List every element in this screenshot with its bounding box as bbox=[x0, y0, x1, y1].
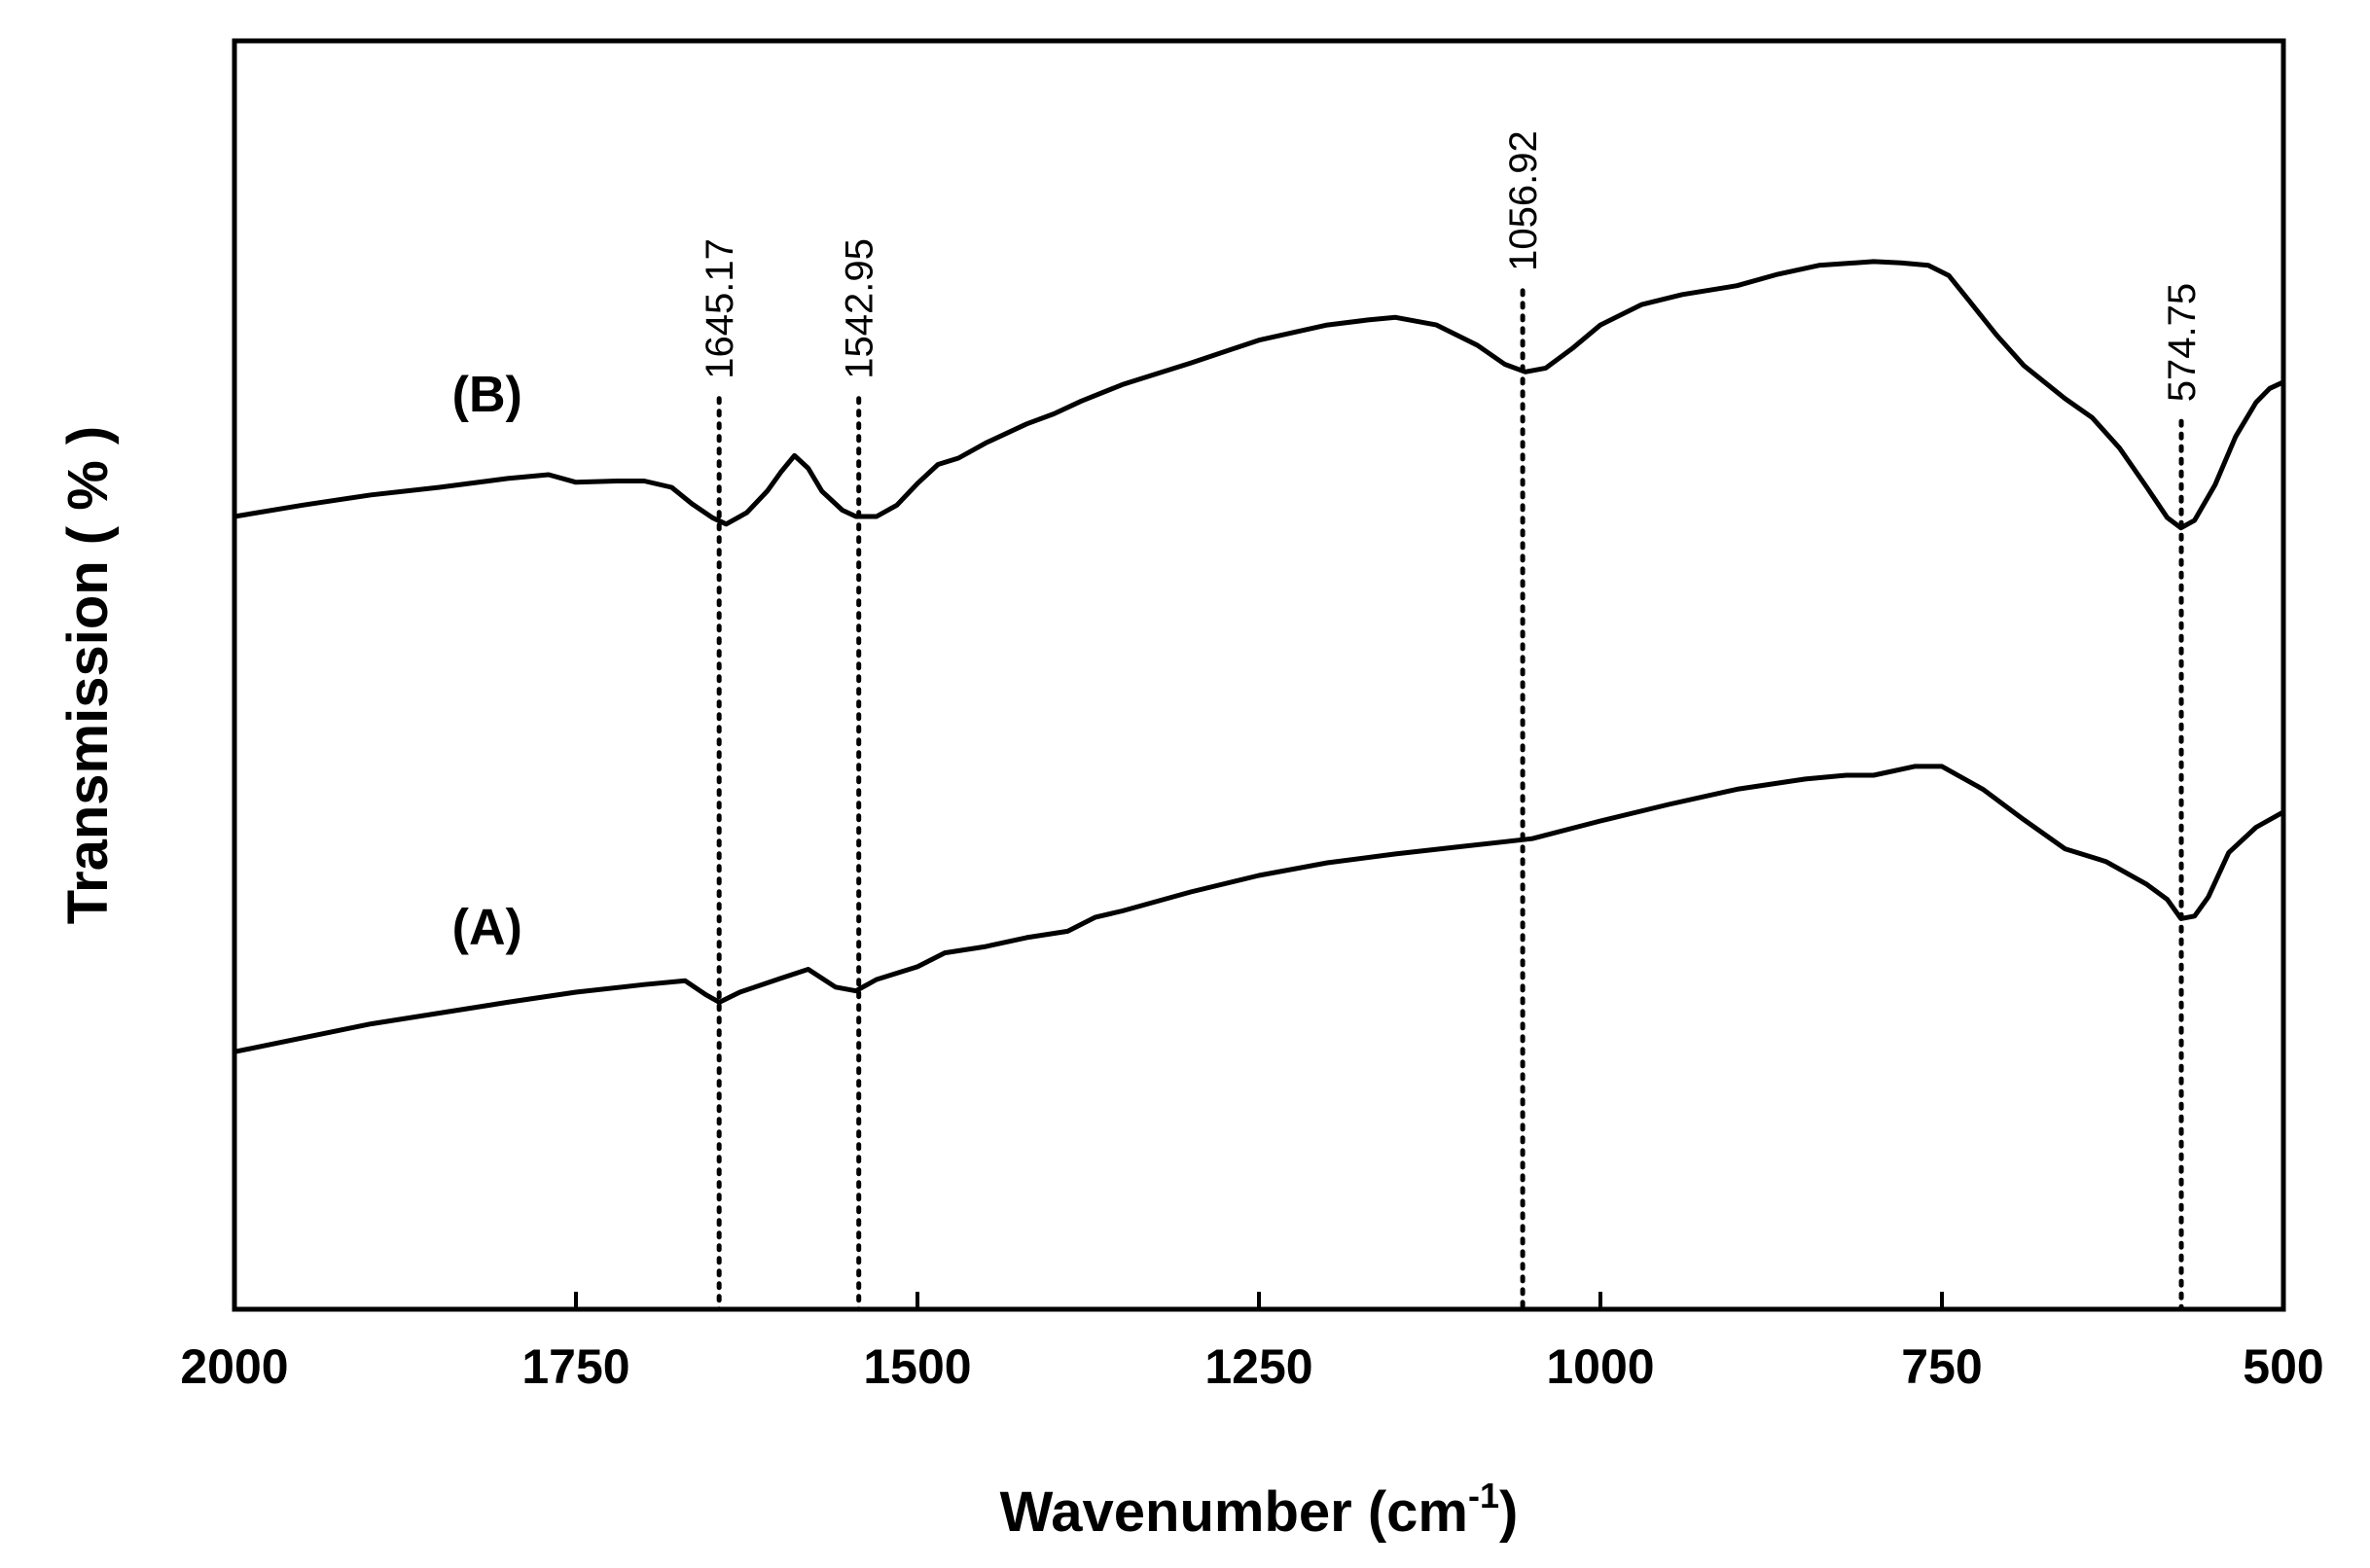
x-axis-title: Wavenumber (cm-1) bbox=[1000, 1476, 1519, 1544]
peak-label-1056.92: 1056.92 bbox=[1502, 130, 1545, 271]
series-line-b bbox=[232, 259, 2286, 531]
series-lines bbox=[232, 259, 2286, 1054]
x-axis-ticks: 2000 1750 1500 1250 1000 750 500 bbox=[180, 1292, 2324, 1394]
y-axis-title: Transmission ( % ) bbox=[56, 426, 120, 924]
x-tick-label-2000: 2000 bbox=[180, 1339, 288, 1394]
peak-label-574.75: 574.75 bbox=[2161, 283, 2204, 402]
x-tick-label-750: 750 bbox=[1901, 1339, 1982, 1394]
series-line-a bbox=[232, 764, 2286, 1054]
x-tick-label-1250: 1250 bbox=[1204, 1339, 1312, 1394]
series-label-a: (A) bbox=[452, 899, 522, 955]
series-label-b: (B) bbox=[452, 367, 522, 423]
peak-label-1645.17: 1645.17 bbox=[699, 238, 741, 379]
peak-markers: 1645.17 1542.95 1056.92 574.75 bbox=[699, 130, 2204, 1312]
x-tick-label-1000: 1000 bbox=[1546, 1339, 1654, 1394]
x-tick-label-500: 500 bbox=[2243, 1339, 2323, 1394]
peak-label-1542.95: 1542.95 bbox=[839, 238, 881, 379]
plot-frame bbox=[232, 38, 2286, 1312]
x-tick-label-1500: 1500 bbox=[863, 1339, 971, 1394]
series-labels: (A) (B) bbox=[452, 367, 522, 956]
x-tick-label-1750: 1750 bbox=[521, 1339, 629, 1394]
